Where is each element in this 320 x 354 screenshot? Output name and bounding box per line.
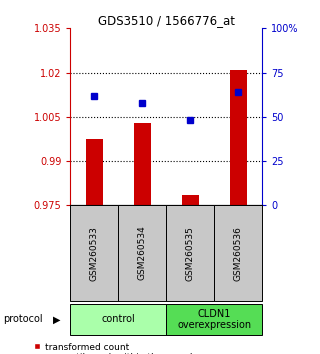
Bar: [70, 205, 118, 301]
Bar: [86, 139, 103, 205]
Bar: [70, 304, 166, 335]
Text: GSM260533: GSM260533: [90, 225, 99, 281]
Title: GDS3510 / 1566776_at: GDS3510 / 1566776_at: [98, 14, 235, 27]
Text: GSM260534: GSM260534: [138, 226, 147, 280]
Text: CLDN1
overexpression: CLDN1 overexpression: [177, 309, 252, 330]
Text: GSM260535: GSM260535: [186, 225, 195, 281]
Text: ▶: ▶: [53, 314, 60, 325]
Text: protocol: protocol: [3, 314, 43, 325]
Legend: transformed count, percentile rank within the sample: transformed count, percentile rank withi…: [30, 339, 201, 354]
Text: control: control: [101, 314, 135, 325]
Bar: [214, 205, 262, 301]
Bar: [166, 205, 214, 301]
Bar: [166, 304, 262, 335]
Text: GSM260536: GSM260536: [234, 225, 243, 281]
Bar: [134, 123, 151, 205]
Bar: [182, 195, 199, 205]
Bar: [230, 70, 247, 205]
Bar: [118, 205, 166, 301]
